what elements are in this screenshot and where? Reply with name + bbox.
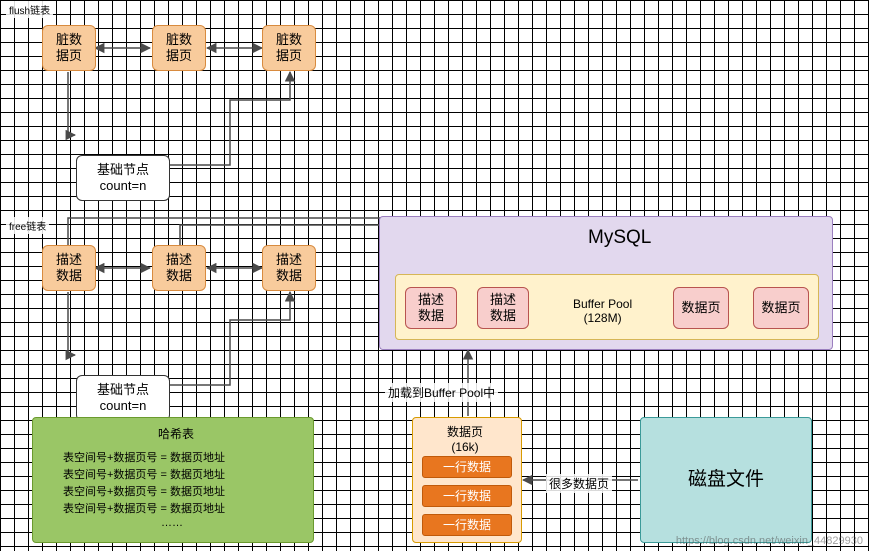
hash-row-2: 表空间号+数据页号 = 数据页地址 bbox=[60, 465, 228, 483]
hash-row-4: 表空间号+数据页号 = 数据页地址 bbox=[60, 499, 228, 517]
buffer-pool-label: Buffer Pool (128M) bbox=[570, 296, 635, 326]
hash-row-1: 表空间号+数据页号 = 数据页地址 bbox=[60, 448, 228, 466]
row-3: 一行数据 bbox=[422, 514, 512, 536]
many-pages-label: 很多数据页 bbox=[546, 474, 612, 493]
hash-row-3: 表空间号+数据页号 = 数据页地址 bbox=[60, 482, 228, 500]
disk-file-box: 磁盘文件 bbox=[640, 417, 812, 543]
pool-datapage-2: 数据页 bbox=[753, 287, 809, 329]
flush-list-label: flush链表 bbox=[6, 1, 53, 18]
pool-desc-1: 描述 数据 bbox=[405, 287, 457, 329]
pool-desc-2: 描述 数据 bbox=[477, 287, 529, 329]
base-node-2: 基础节点 count=n bbox=[76, 375, 170, 421]
dirty-page-3: 脏数 据页 bbox=[262, 25, 316, 71]
base-node-1: 基础节点 count=n bbox=[76, 155, 170, 201]
data-page-title: 数据页 (16k) bbox=[444, 422, 486, 455]
mysql-title: MySQL bbox=[585, 226, 654, 250]
dirty-page-1: 脏数 据页 bbox=[42, 25, 96, 71]
pool-datapage-1: 数据页 bbox=[673, 287, 729, 329]
dirty-page-2: 脏数 据页 bbox=[152, 25, 206, 71]
row-1: 一行数据 bbox=[422, 456, 512, 478]
free-list-label: free链表 bbox=[6, 217, 49, 234]
watermark-text: https://blog.csdn.net/weixin_44829930 bbox=[676, 535, 863, 547]
desc-node-1: 描述 数据 bbox=[42, 245, 96, 291]
hash-row-5: …… bbox=[158, 516, 186, 530]
load-label: 加载到Buffer Pool中 bbox=[385, 383, 498, 402]
desc-node-2: 描述 数据 bbox=[152, 245, 206, 291]
hash-title: 哈希表 bbox=[155, 424, 197, 443]
desc-node-3: 描述 数据 bbox=[262, 245, 316, 291]
row-2: 一行数据 bbox=[422, 485, 512, 507]
